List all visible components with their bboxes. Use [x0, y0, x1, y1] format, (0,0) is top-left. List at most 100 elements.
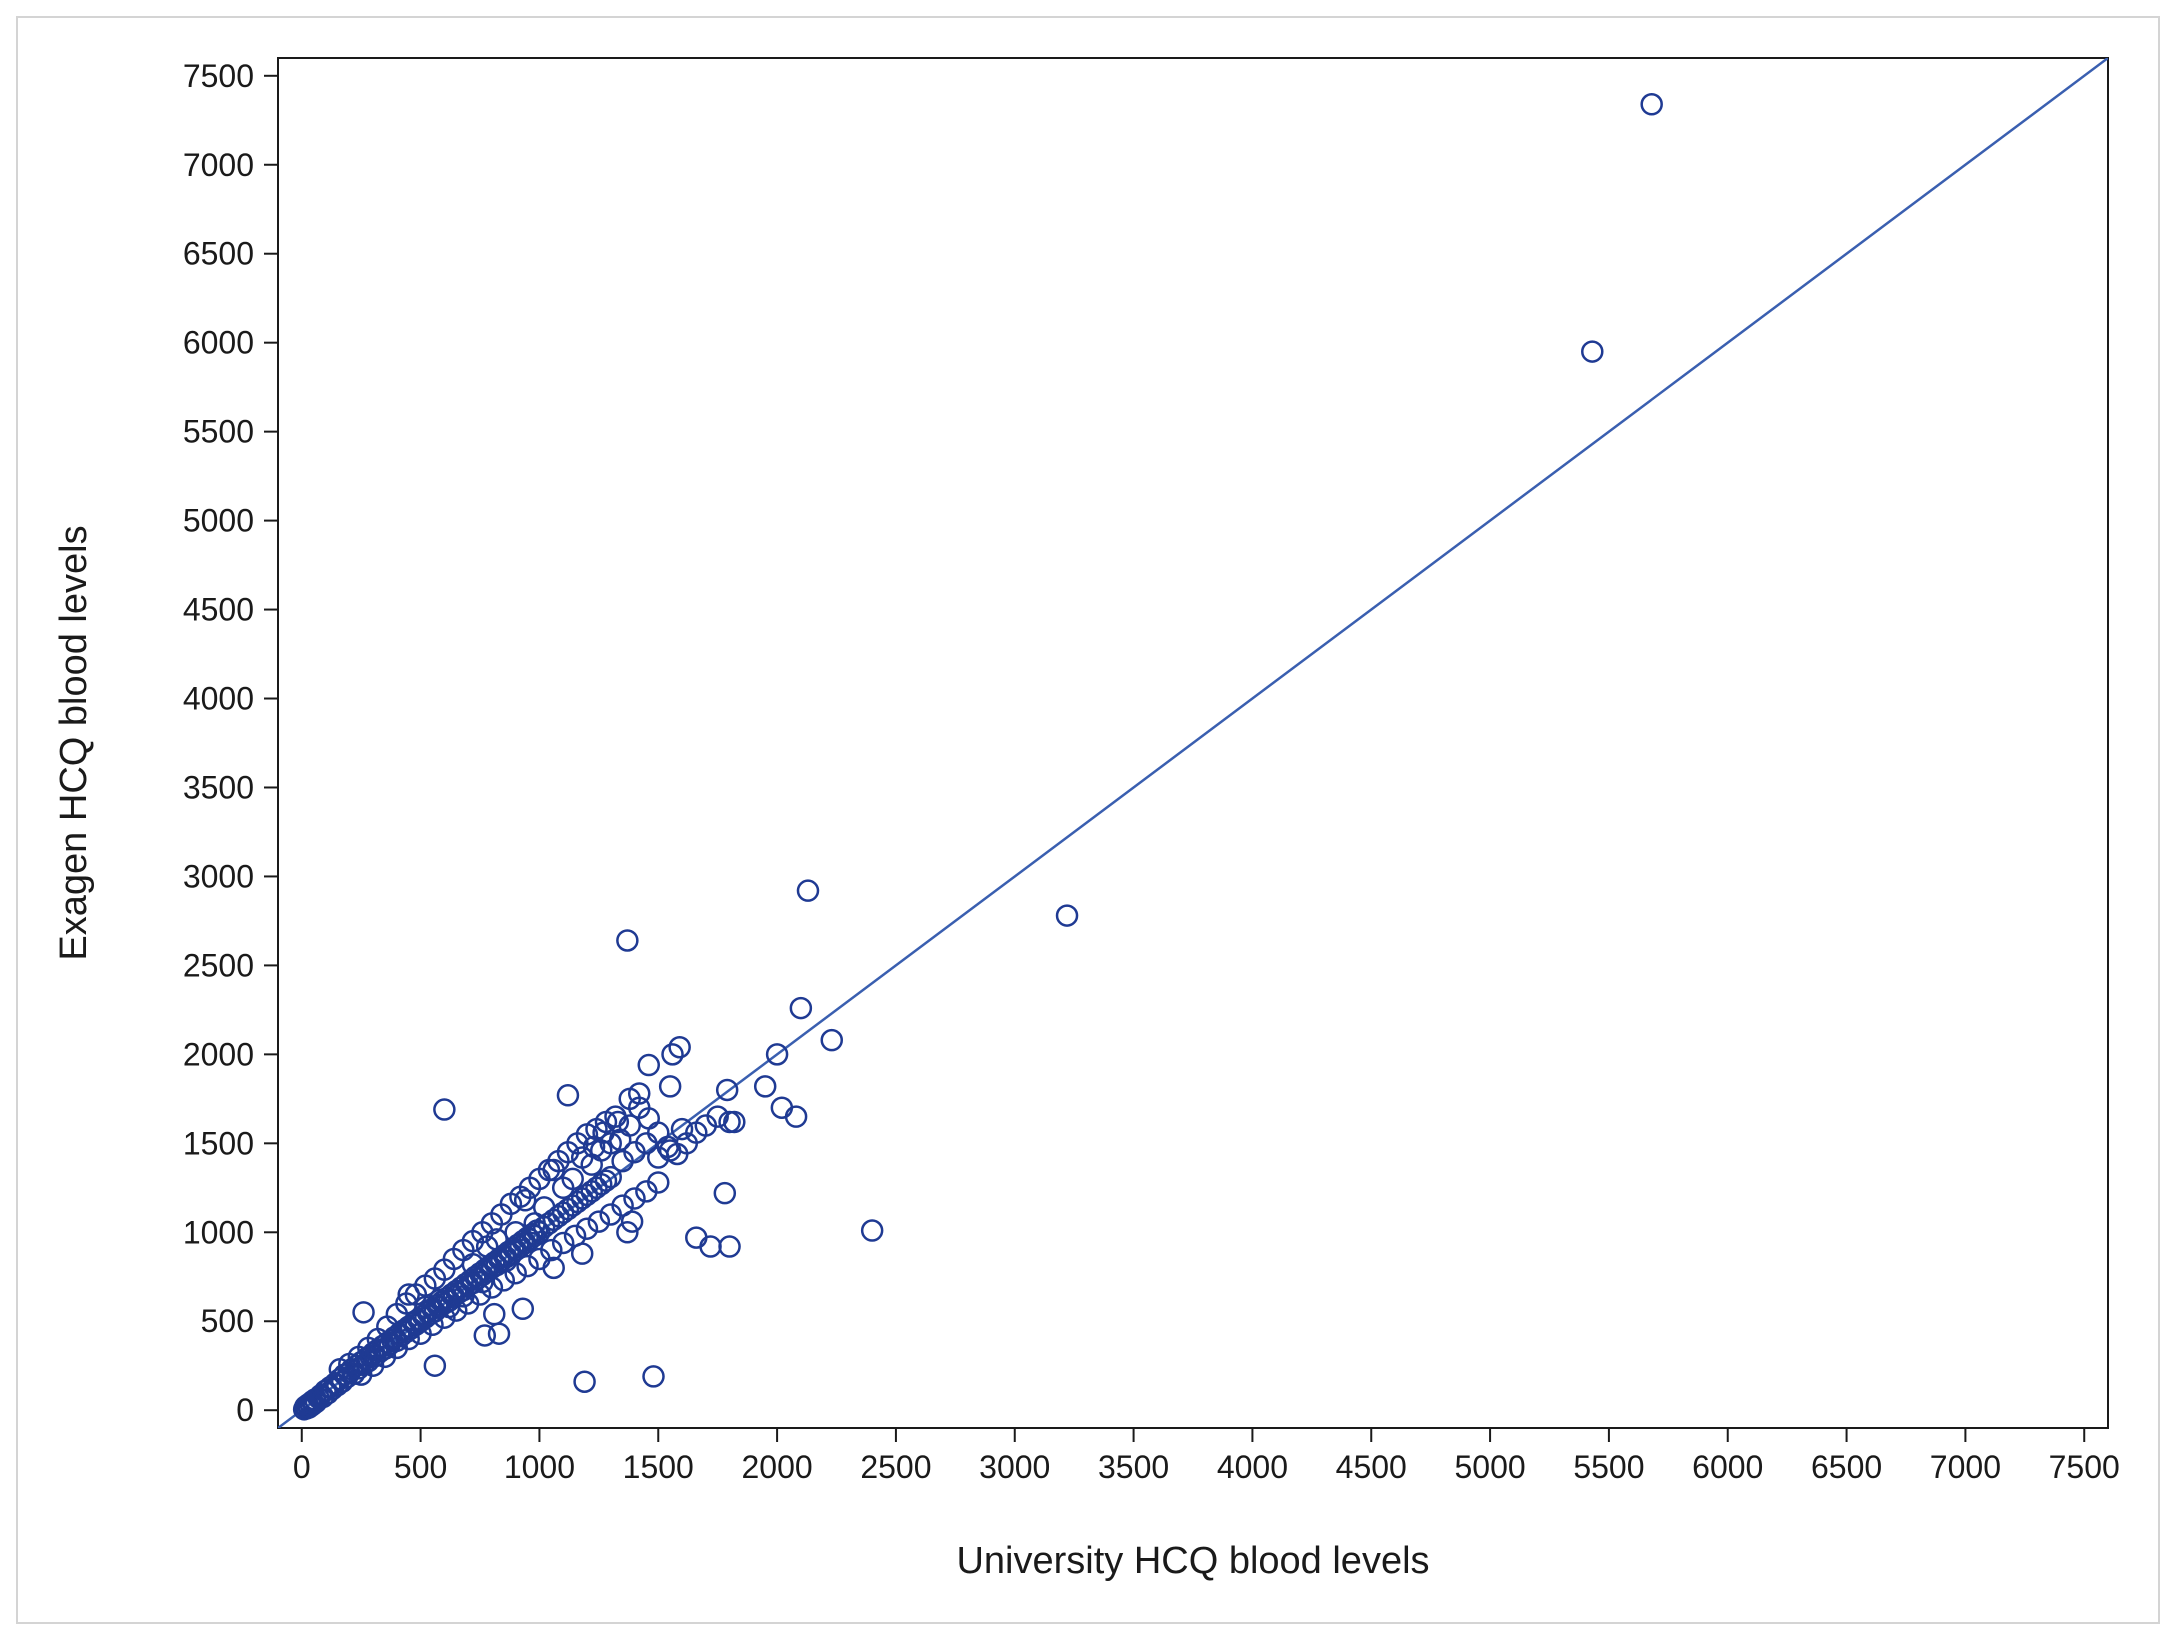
y-tick-label: 0 — [236, 1392, 254, 1428]
data-point — [485, 1228, 508, 1251]
y-tick-label: 4500 — [183, 592, 254, 628]
data-point — [723, 1110, 746, 1134]
data-point — [618, 1114, 641, 1137]
data-point — [461, 1253, 485, 1276]
data-point — [504, 1221, 527, 1244]
y-tick-label: 4000 — [183, 681, 254, 717]
data-point — [668, 1035, 691, 1059]
data-point — [599, 1165, 622, 1189]
y-tick-label: 6000 — [183, 325, 254, 361]
data-point — [637, 1053, 661, 1077]
data-point — [542, 1158, 565, 1182]
data-point — [397, 1283, 420, 1306]
data-point — [468, 1283, 492, 1306]
data-point — [718, 1235, 741, 1258]
data-point — [483, 1302, 506, 1326]
x-tick-label: 0 — [293, 1449, 311, 1485]
data-point — [556, 1084, 580, 1107]
data-point — [658, 1139, 682, 1162]
y-tick-label: 500 — [201, 1303, 254, 1339]
data-point — [860, 1219, 884, 1242]
y-tick-label: 7000 — [183, 147, 254, 183]
data-point — [796, 879, 820, 902]
data-point — [616, 1221, 639, 1244]
y-tick-label: 7500 — [183, 58, 254, 94]
data-point — [561, 1167, 584, 1191]
x-tick-label: 2000 — [741, 1449, 812, 1485]
data-point — [473, 1324, 497, 1347]
y-tick-label: 1000 — [183, 1214, 254, 1250]
data-point — [820, 1028, 844, 1052]
data-point — [784, 1105, 808, 1128]
y-tick-label: 6500 — [183, 236, 254, 272]
x-tick-label: 6000 — [1692, 1449, 1763, 1485]
data-point — [1640, 93, 1663, 116]
data-point — [437, 1295, 461, 1319]
data-point — [352, 1301, 375, 1324]
data-point — [494, 1249, 518, 1273]
data-point — [516, 1254, 539, 1278]
data-point — [647, 1171, 670, 1194]
data-point — [582, 1135, 606, 1159]
x-tick-label: 5000 — [1454, 1449, 1525, 1485]
x-tick-label: 2500 — [860, 1449, 931, 1485]
data-point — [606, 1110, 630, 1134]
data-point — [471, 1270, 494, 1294]
data-point — [753, 1075, 777, 1098]
x-tick-label: 3500 — [1098, 1449, 1169, 1485]
data-point — [532, 1196, 556, 1219]
x-tick-label: 3000 — [979, 1449, 1050, 1485]
y-axis-label: Exagen HCQ blood levels — [53, 525, 95, 960]
data-point — [627, 1082, 651, 1105]
data-point — [1581, 340, 1604, 363]
x-tick-label: 5500 — [1573, 1449, 1644, 1485]
y-tick-label: 3500 — [183, 769, 254, 805]
data-point — [540, 1238, 563, 1262]
x-tick-label: 4000 — [1217, 1449, 1288, 1485]
y-tick-label: 2500 — [183, 947, 254, 983]
identity-reference-line — [278, 58, 2108, 1428]
data-point — [1055, 904, 1079, 927]
data-point — [789, 996, 813, 1020]
y-tick-label: 3000 — [183, 858, 254, 894]
data-point — [670, 1117, 694, 1141]
data-point — [570, 1242, 594, 1265]
data-point — [414, 1295, 437, 1319]
x-tick-label: 7500 — [2049, 1449, 2120, 1485]
data-point — [573, 1370, 596, 1393]
data-point — [594, 1169, 618, 1192]
y-tick-label: 1500 — [183, 1125, 254, 1161]
x-tick-label: 4500 — [1336, 1449, 1407, 1485]
data-point — [513, 1189, 537, 1212]
y-tick-label: 2000 — [183, 1036, 254, 1072]
data-point — [620, 1210, 644, 1233]
data-point — [623, 1187, 646, 1210]
data-point — [511, 1297, 535, 1321]
data-point — [575, 1217, 599, 1240]
data-point — [647, 1146, 670, 1169]
x-axis-label: University HCQ blood levels — [956, 1540, 1429, 1582]
x-tick-label: 7000 — [1930, 1449, 2001, 1485]
data-point — [551, 1231, 575, 1255]
data-point — [423, 1354, 447, 1377]
y-tick-label: 5000 — [183, 503, 254, 539]
data-point — [765, 1043, 789, 1066]
data-point — [397, 1327, 420, 1351]
data-point — [635, 1132, 658, 1155]
data-point — [542, 1256, 565, 1280]
data-point — [658, 1075, 682, 1098]
data-point — [713, 1181, 737, 1205]
data-point — [433, 1098, 456, 1121]
x-tick-label: 500 — [394, 1449, 447, 1485]
data-point — [616, 929, 639, 952]
data-point — [452, 1285, 475, 1308]
x-tick-label: 6500 — [1811, 1449, 1882, 1485]
y-tick-label: 5500 — [183, 414, 254, 450]
data-point — [661, 1043, 684, 1066]
x-tick-label: 1000 — [504, 1449, 575, 1485]
data-point — [642, 1365, 665, 1388]
data-point — [706, 1105, 729, 1128]
x-tick-label: 1500 — [623, 1449, 694, 1485]
data-point — [587, 1210, 611, 1233]
